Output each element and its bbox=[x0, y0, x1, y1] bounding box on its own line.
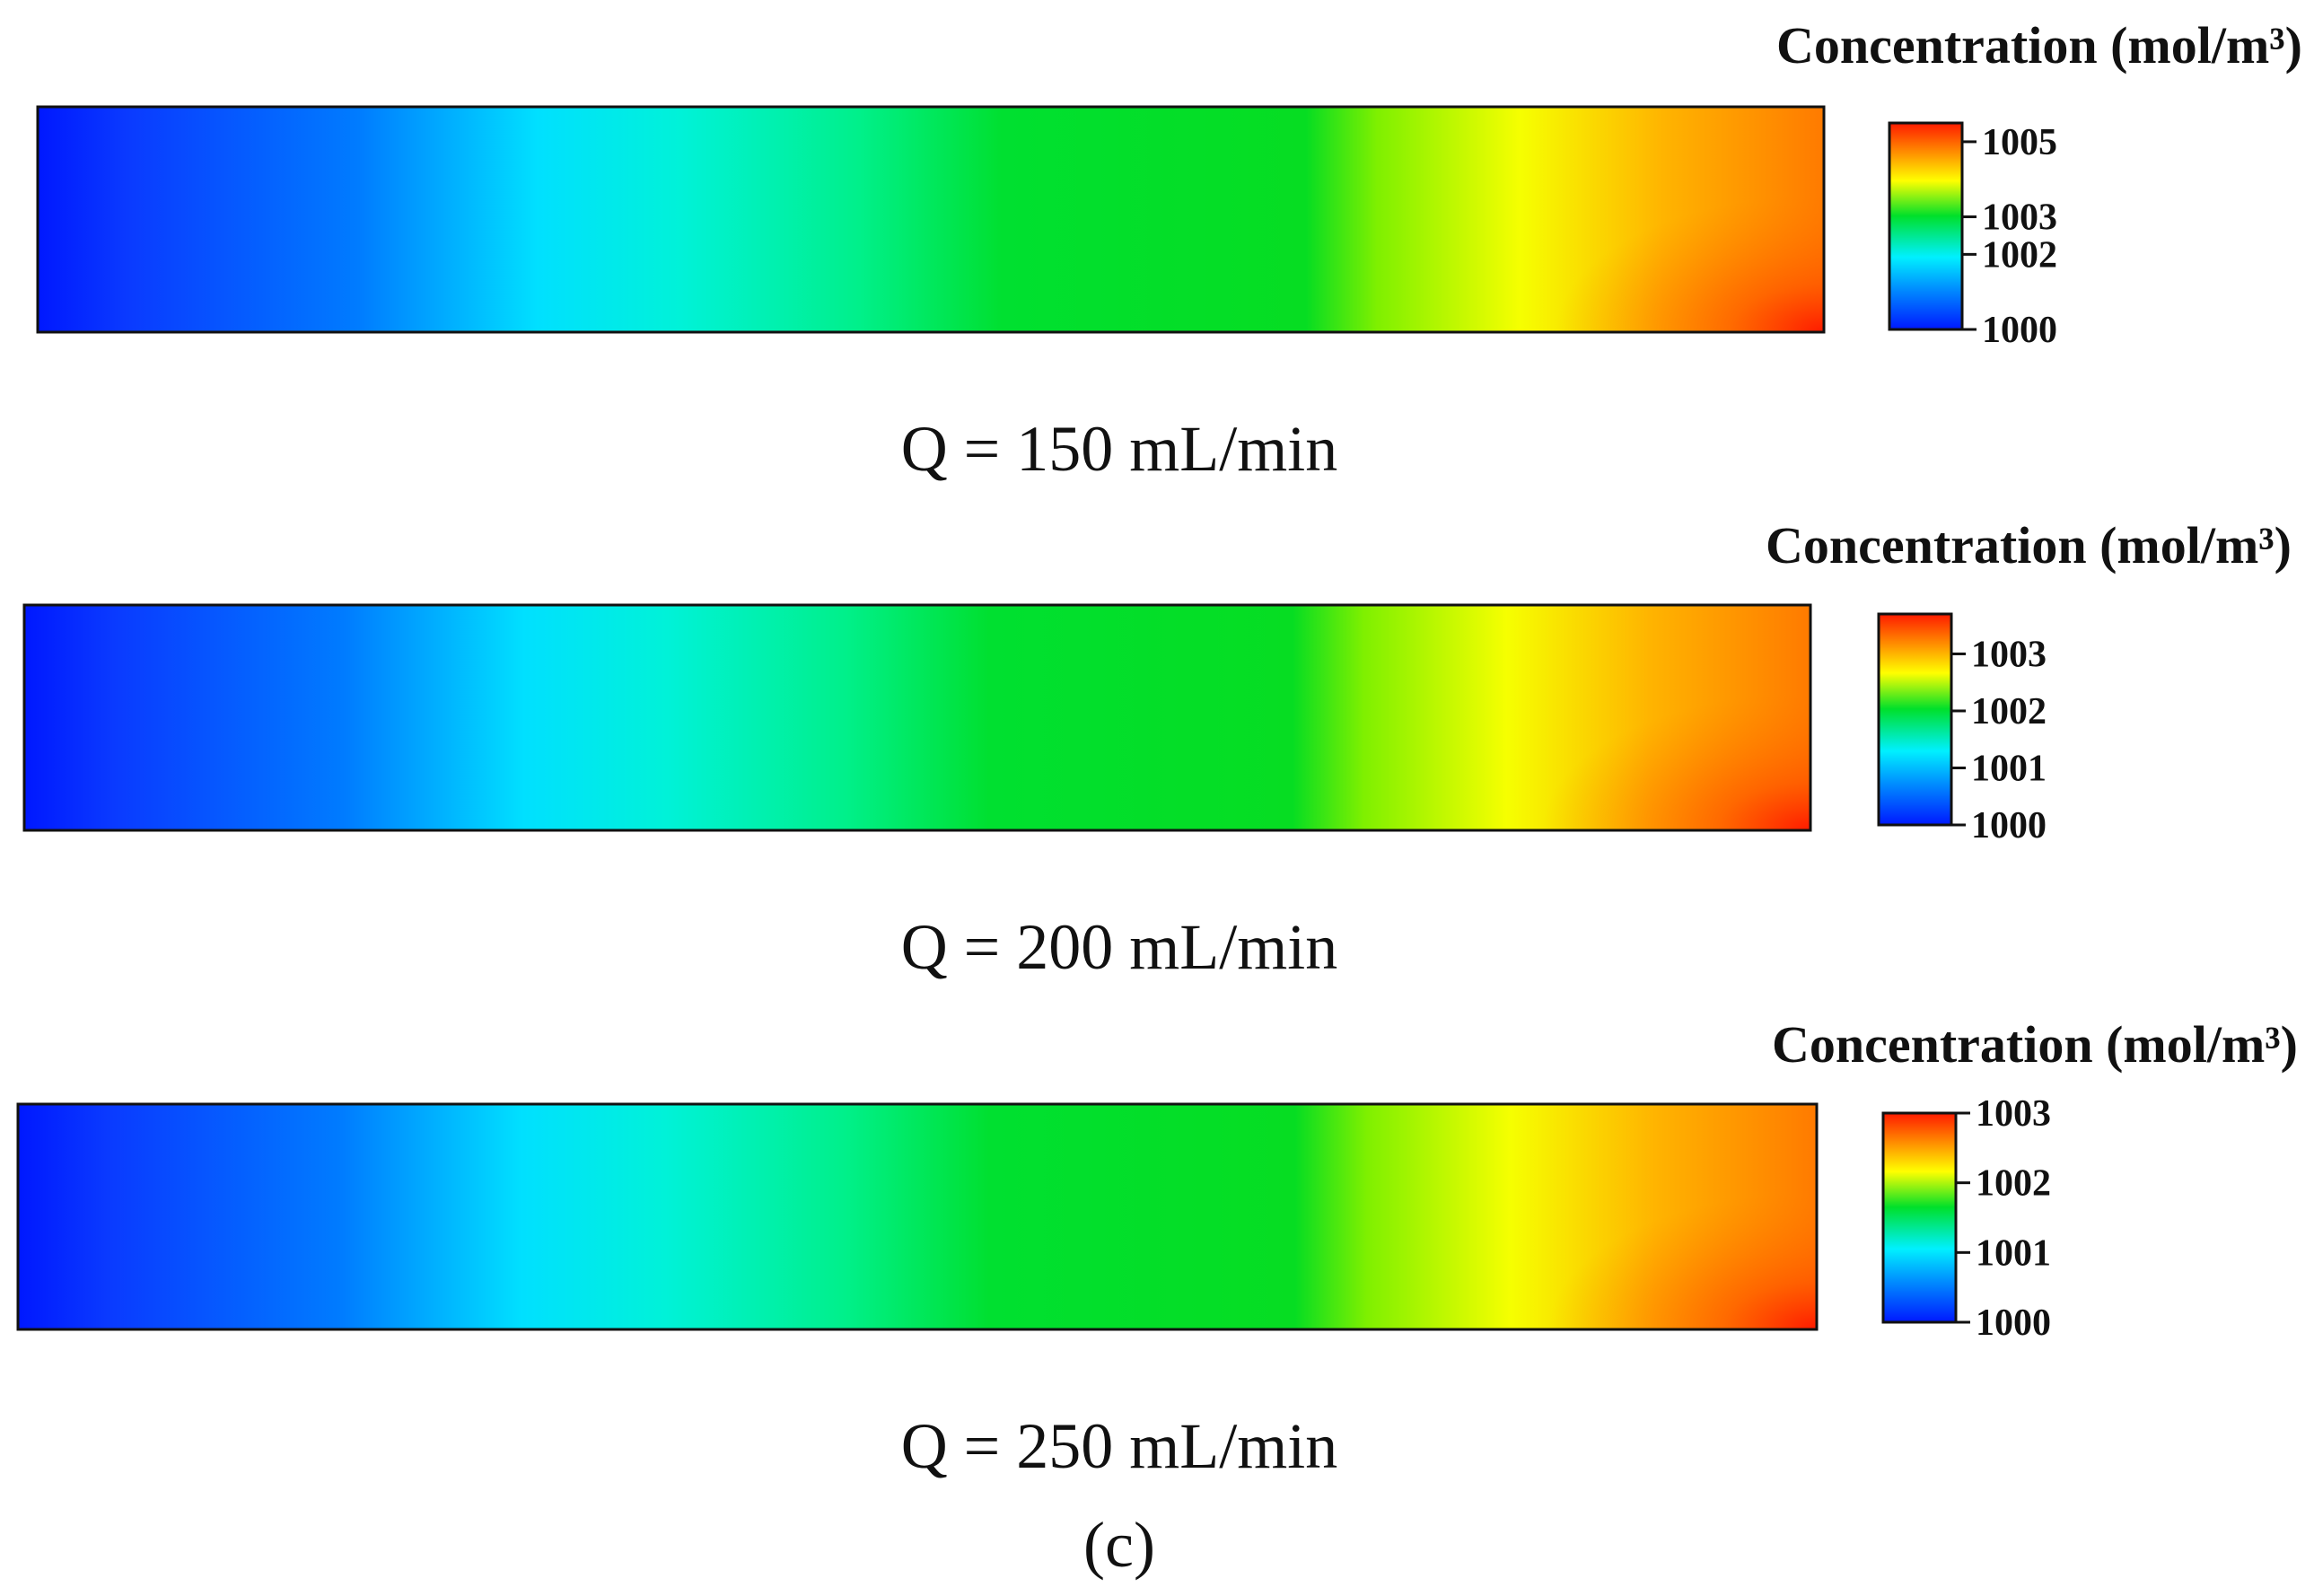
panel-2-tick-label-1000: 1000 bbox=[1971, 805, 2047, 846]
panel-1-channel-border bbox=[36, 105, 1826, 334]
panel-1-outlet-hotspot bbox=[1526, 180, 1824, 332]
figure-label: (c) bbox=[1083, 1509, 1155, 1581]
panel-2-colorbar: 1000 1001 1002 1003 bbox=[1877, 612, 2047, 846]
panel-2-channel-border bbox=[22, 603, 1812, 832]
panel-2-colorbar-title: Concentration (mol/m³) bbox=[1766, 516, 2292, 574]
panel-3-colorbar-bar bbox=[1881, 1111, 1958, 1324]
panel-2-colorbar-ticks: 1000 1001 1002 1003 bbox=[1951, 634, 2047, 846]
panel-2-tick-label-1002: 1002 bbox=[1971, 691, 2047, 732]
panel-3-channel bbox=[18, 1104, 1817, 1329]
panel-3-tick-label-1000: 1000 bbox=[1976, 1302, 2051, 1344]
panel-3-channel-border bbox=[16, 1102, 1819, 1331]
panel-2-colorbar-bar bbox=[1877, 612, 1953, 827]
panel-3-colorbar-ticks: 1000 1001 1002 1003 bbox=[1956, 1093, 2051, 1344]
panel-3-tick-label-1002: 1002 bbox=[1976, 1163, 2051, 1205]
panel-2-tick-label-1003: 1003 bbox=[1971, 634, 2047, 675]
panel-1-tick-label-1002: 1002 bbox=[1982, 234, 2057, 276]
panel-3-contour-field bbox=[16, 1102, 1819, 1331]
panel-3-tick-label-1001: 1001 bbox=[1976, 1232, 2051, 1274]
panel-2-caption: Q = 200 mL/min bbox=[901, 911, 1338, 983]
panel-3-outlet-hotspot bbox=[1519, 1177, 1817, 1329]
panel-1-colorbar-bar bbox=[1888, 121, 1964, 331]
panel-2-tick-label-1001: 1001 bbox=[1971, 748, 2047, 789]
panel-2: Concentration (mol/m³) 1000100110021003 … bbox=[22, 516, 2292, 983]
panel-1-tick-label-1000: 1000 bbox=[1982, 310, 2057, 351]
panel-3-tick-label-1003: 1003 bbox=[1976, 1093, 2051, 1135]
panel-1-colorbar-title: Concentration (mol/m³) bbox=[1776, 16, 2302, 75]
panel-2-outlet-hotspot bbox=[1512, 678, 1810, 830]
panel-2-contour-field bbox=[22, 603, 1812, 832]
panel-1: Concentration (mol/m³) 1000100210031005 … bbox=[36, 16, 2302, 485]
panel-3-caption: Q = 250 mL/min bbox=[901, 1410, 1338, 1482]
panel-1-contour-field bbox=[36, 105, 1826, 334]
panel-1-tick-label-1003: 1003 bbox=[1982, 197, 2057, 239]
panel-1-caption: Q = 150 mL/min bbox=[901, 413, 1338, 485]
panel-1-tick-label-1005: 1005 bbox=[1982, 122, 2057, 163]
panel-3-colorbar: 1000 1001 1002 1003 bbox=[1881, 1093, 2051, 1344]
panel-3-colorbar-title: Concentration (mol/m³) bbox=[1772, 1015, 2298, 1074]
panel-3: Concentration (mol/m³) 1000100110021003 … bbox=[16, 1015, 2298, 1482]
